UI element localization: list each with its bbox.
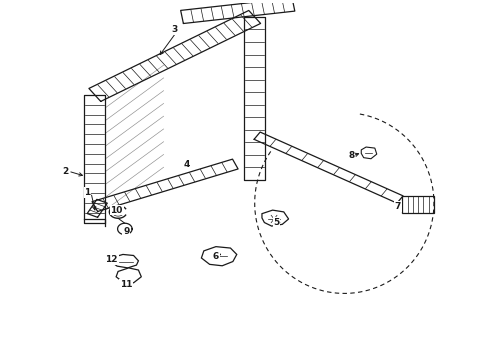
Polygon shape	[361, 147, 377, 159]
Text: 4: 4	[184, 159, 190, 168]
Text: 5: 5	[273, 218, 280, 227]
Polygon shape	[116, 268, 141, 283]
Polygon shape	[201, 247, 237, 266]
Text: 8: 8	[348, 151, 355, 160]
Bar	[402, 196, 434, 213]
Text: 10: 10	[110, 206, 123, 215]
Text: 11: 11	[120, 280, 133, 289]
Text: 2: 2	[63, 167, 69, 176]
Text: 1: 1	[84, 188, 91, 197]
Text: 7: 7	[394, 202, 401, 211]
Text: 12: 12	[105, 255, 118, 264]
Polygon shape	[111, 255, 138, 268]
Text: 3: 3	[172, 25, 178, 34]
Text: 9: 9	[123, 227, 129, 236]
Text: 6: 6	[213, 252, 219, 261]
Polygon shape	[262, 210, 289, 226]
